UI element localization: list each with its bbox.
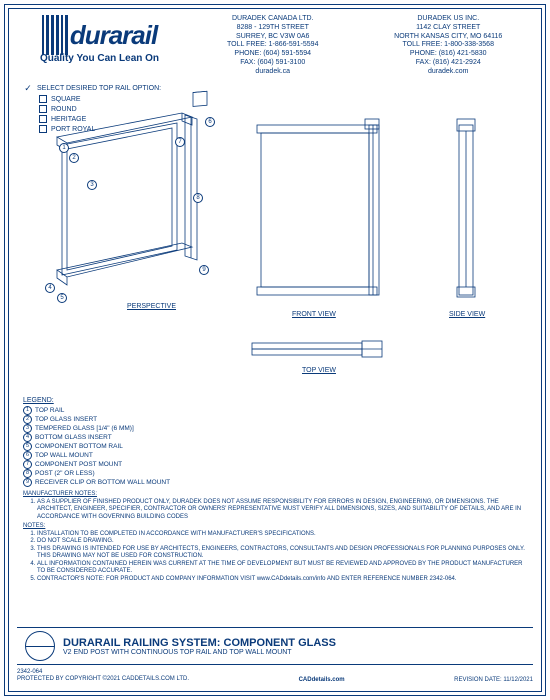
drawing-title: DURARAIL RAILING SYSTEM: COMPONENT GLASS xyxy=(63,637,533,649)
brand-name: durarail xyxy=(70,20,157,51)
front-view-drawing xyxy=(247,115,387,305)
callout-5: 5 xyxy=(57,293,67,303)
address-canada: DURADEK CANADA LTD. 8288 - 129TH STREET … xyxy=(188,15,358,76)
drawing-subtitle: V2 END POST WITH CONTINUOUS TOP RAIL AND… xyxy=(63,649,533,656)
callout-4: 4 xyxy=(45,283,55,293)
perspective-drawing xyxy=(27,75,217,275)
brand-tagline: Quality You Can Lean On xyxy=(40,53,159,64)
label-top: TOP VIEW xyxy=(302,367,336,374)
drawing-area: 1 2 3 4 5 6 7 8 9 PERSPECTIVE FRONT VIEW xyxy=(17,135,533,393)
address-us: DURADEK US INC. 1142 CLAY STREET NORTH K… xyxy=(364,15,534,76)
label-front: FRONT VIEW xyxy=(292,311,336,318)
logo: durarail Quality You Can Lean On xyxy=(17,15,182,76)
ref-number: 2342-064 xyxy=(17,669,189,676)
caddetails-logo: CADdetails.com xyxy=(299,677,345,683)
label-side: SIDE VIEW xyxy=(449,311,485,318)
footer: 2342-064 PROTECTED BY COPYRIGHT ©2021 CA… xyxy=(17,667,533,683)
manufacturer-notes: MANUFACTURER NOTES: AS A SUPPLIER OF FIN… xyxy=(23,491,527,583)
title-circle-icon xyxy=(25,631,55,661)
revision-date: REVISION DATE: 11/12/2021 xyxy=(454,677,533,683)
label-perspective: PERSPECTIVE xyxy=(127,303,176,310)
side-view-drawing xyxy=(437,115,497,305)
legend: LEGEND: 1TOP RAIL 2TOP GLASS INSERT 3TEM… xyxy=(23,397,527,487)
top-view-drawing xyxy=(247,335,387,365)
title-block: DURARAIL RAILING SYSTEM: COMPONENT GLASS… xyxy=(17,627,533,665)
copyright: PROTECTED BY COPYRIGHT ©2021 CADDETAILS.… xyxy=(17,676,189,683)
